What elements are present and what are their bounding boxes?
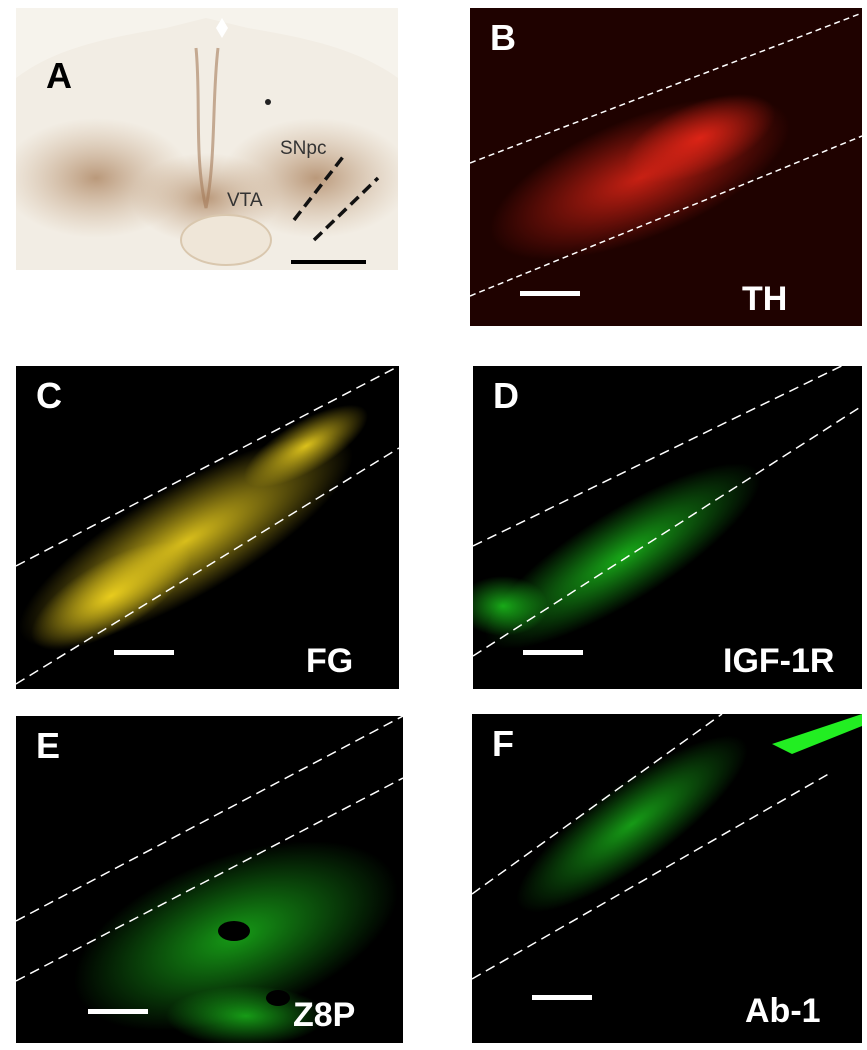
ab1-stain-image [472,714,862,1043]
marker-label-th: TH [742,280,788,318]
marker-label-fg: FG [306,642,354,680]
th-stain-image [470,8,862,326]
fg-stain-image [16,366,399,689]
marker-label-z8p: Z8P [293,996,356,1034]
midbrain-section-image [16,8,398,270]
panel-label-e: E [36,725,61,766]
panel-a-brightfield-section: A SNpc VTA [16,8,398,270]
panel-d-igf1r-fluorescence: D IGF-1R [473,366,862,689]
scale-bar-b [520,291,580,296]
scale-bar-c [114,650,174,655]
panel-f-ab1-fluorescence: F Ab-1 [472,714,862,1043]
panel-e-z8p-fluorescence: E Z8P [16,716,403,1043]
region-label-vta: VTA [227,190,263,211]
panel-label-c: C [36,375,62,416]
marker-label-igf1r: IGF-1R [723,642,835,680]
scale-bar-e [88,1009,148,1014]
panel-label-d: D [493,375,519,416]
igf1r-stain-image [473,366,862,689]
region-label-snpc: SNpc [280,138,327,159]
panel-label-b: B [490,17,516,58]
panel-c-fg-fluorescence: C FG [16,366,399,689]
marker-label-ab1: Ab-1 [745,992,821,1030]
scale-bar-d [523,650,583,655]
scale-bar-a [291,260,366,264]
panel-b-th-fluorescence: B TH [470,8,862,326]
z8p-stain-image [16,716,403,1043]
scale-bar-f [532,995,592,1000]
panel-label-f: F [492,723,514,764]
panel-label-a: A [46,55,72,96]
